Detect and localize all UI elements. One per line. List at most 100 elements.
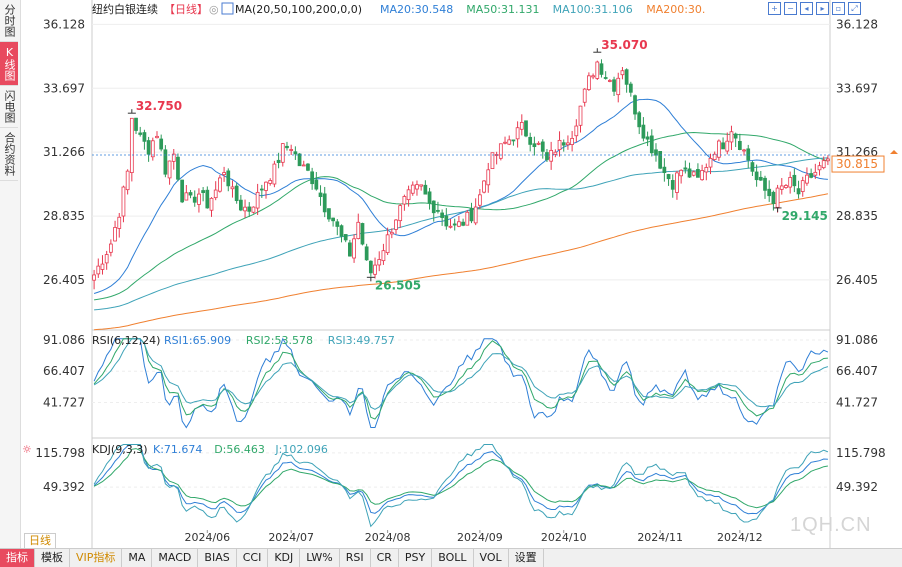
candle-body xyxy=(737,140,742,150)
candle-body xyxy=(649,135,654,154)
candle-body xyxy=(591,75,595,78)
candle-body xyxy=(180,179,185,203)
candle-body xyxy=(155,135,159,139)
y-tick-right-0: 36.128 xyxy=(836,17,878,31)
last-price-label: 30.815 xyxy=(836,157,878,171)
ma-line-0 xyxy=(93,98,828,294)
indicator-tab-8[interactable]: LW% xyxy=(300,549,340,567)
fit-icon[interactable]: ▫ xyxy=(832,2,845,15)
candle-body xyxy=(595,61,600,79)
candle-body xyxy=(704,167,709,173)
candle-body xyxy=(171,153,176,162)
candle-body xyxy=(700,170,704,181)
candle-body xyxy=(721,142,725,150)
rsi-line-1 xyxy=(93,338,828,420)
candle-body xyxy=(289,149,294,151)
candle-body xyxy=(176,156,180,180)
candle-body xyxy=(192,196,197,203)
candle-body xyxy=(750,162,755,172)
candle-body xyxy=(301,164,306,167)
candle-body xyxy=(280,143,285,163)
candle-body xyxy=(360,223,365,245)
candle-body xyxy=(356,221,361,240)
last-price-box xyxy=(831,155,885,173)
kdj-title: KDJ(9,3,3) xyxy=(92,443,148,456)
candle-body xyxy=(784,185,788,188)
indicator-tab-13[interactable]: VOL xyxy=(474,549,509,567)
candle-body xyxy=(578,105,583,126)
plus-icon[interactable]: + xyxy=(768,2,781,15)
candle-body xyxy=(599,63,604,75)
minus-icon[interactable]: − xyxy=(784,2,797,15)
sidebar-tab-0[interactable]: 分时图 xyxy=(0,0,18,42)
candle-body xyxy=(549,149,554,162)
candle-body xyxy=(813,171,818,176)
rsi-legend-2: RSI3:49.757 xyxy=(328,334,395,347)
candle-body xyxy=(511,139,516,142)
sidebar-tab-2[interactable]: 闪电图 xyxy=(0,86,18,128)
indicator-tab-5[interactable]: BIAS xyxy=(198,549,237,567)
indicator-tab-6[interactable]: CCI xyxy=(237,549,269,567)
indicator-tab-2[interactable]: VIP指标 xyxy=(70,549,123,567)
candle-body xyxy=(528,136,533,145)
watermark: 1QH.CN xyxy=(790,514,872,536)
alert-icon xyxy=(890,150,898,155)
sidebar: 分时图 K线图 闪电图 合约资料 xyxy=(0,0,21,548)
candle-body xyxy=(587,75,591,90)
candle-body xyxy=(146,140,151,155)
indicator-tab-10[interactable]: CR xyxy=(371,549,399,567)
candle-body xyxy=(92,274,96,281)
candle-body xyxy=(389,231,394,235)
candle-body xyxy=(624,69,629,85)
candle-body xyxy=(381,250,386,262)
extreme-label-3: 29.145 xyxy=(782,209,828,223)
eye-icon: ◎ xyxy=(209,3,219,16)
candle-body xyxy=(276,159,281,164)
indicator-tab-4[interactable]: MACD xyxy=(152,549,199,567)
candle-body xyxy=(603,77,608,79)
candle-body xyxy=(238,199,243,211)
candle-body xyxy=(754,171,759,181)
candle-body xyxy=(800,180,805,192)
indicator-tab-0[interactable]: 指标 xyxy=(0,549,35,567)
extreme-label-0: 32.750 xyxy=(136,99,182,113)
indicator-tab-9[interactable]: RSI xyxy=(340,549,371,567)
x-tick-5: 2024/11 xyxy=(637,531,683,544)
candle-body xyxy=(117,216,122,229)
candle-body xyxy=(448,225,453,228)
candle-body xyxy=(100,263,105,270)
sidebar-tab-3[interactable]: 合约资料 xyxy=(0,128,18,181)
candle-body xyxy=(159,138,164,150)
candle-body xyxy=(310,171,315,185)
indicator-tab-11[interactable]: PSY xyxy=(399,549,433,567)
y-tick-left-2: 31.266 xyxy=(43,145,85,159)
candle-body xyxy=(427,191,432,204)
candle-body xyxy=(243,206,247,212)
sidebar-tab-1[interactable]: K线图 xyxy=(0,42,18,86)
candle-body xyxy=(817,165,822,171)
indicator-tab-3[interactable]: MA xyxy=(122,549,153,567)
right-icon[interactable]: ▸ xyxy=(816,2,829,15)
ma-legend-3: MA200:30. xyxy=(646,3,705,16)
candle-body xyxy=(364,246,369,261)
kdj-line-1 xyxy=(93,448,828,509)
candle-body xyxy=(490,152,495,170)
indicator-tab-12[interactable]: BOLL xyxy=(432,549,474,567)
rsi-legend-1: RSI2:53.578 xyxy=(246,334,313,347)
expand-icon[interactable]: ⤢ xyxy=(848,2,861,15)
candle-body xyxy=(708,157,713,168)
indicator-tab-1[interactable]: 模板 xyxy=(35,549,70,567)
indicator-tab-7[interactable]: KDJ xyxy=(268,549,301,567)
candle-body xyxy=(348,242,352,257)
candle-body xyxy=(469,208,474,222)
rsi-y-tick-right-1: 66.407 xyxy=(836,364,878,378)
indicator-tab-14[interactable]: 设置 xyxy=(509,549,544,567)
period-selector[interactable]: 日线 xyxy=(24,533,56,549)
candle-body xyxy=(746,148,751,161)
left-icon[interactable]: ◂ xyxy=(800,2,813,15)
y-tick-right-3: 28.835 xyxy=(836,209,878,223)
rsi-y-tick-left-2: 41.727 xyxy=(43,395,85,409)
x-tick-4: 2024/10 xyxy=(541,531,587,544)
candle-body xyxy=(327,208,331,220)
